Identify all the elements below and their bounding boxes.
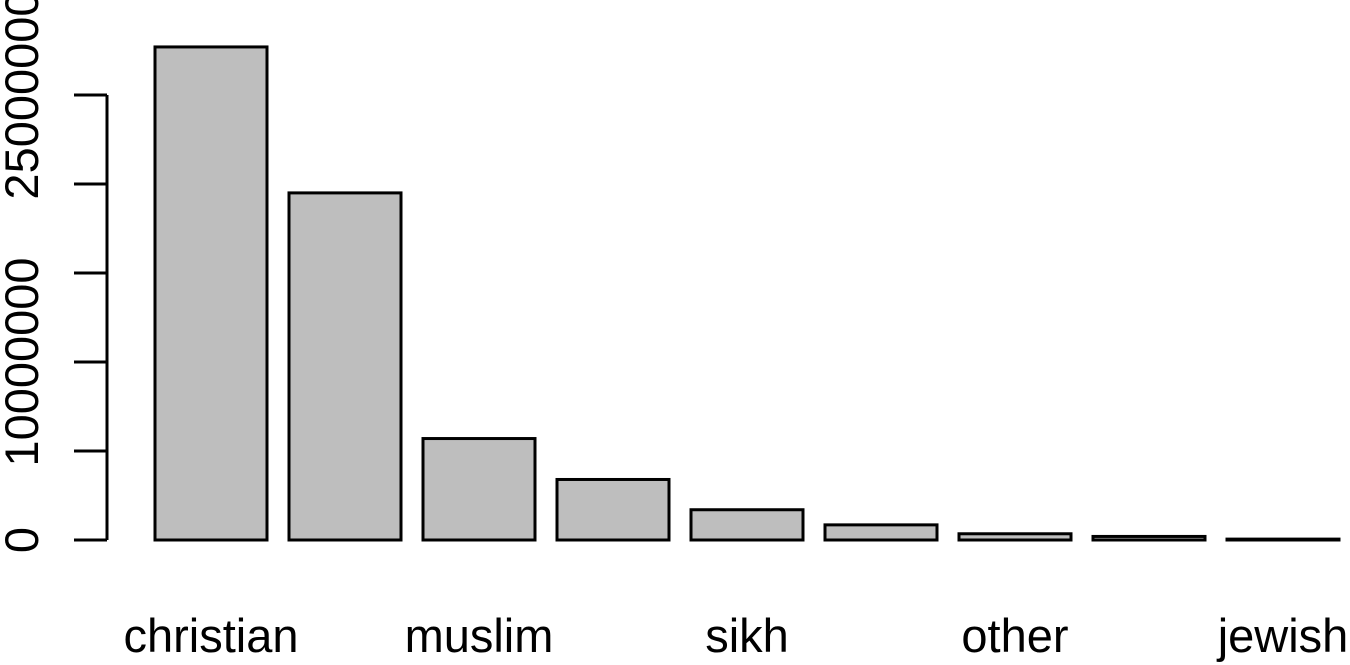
bar-item-6 <box>823 523 939 542</box>
x-tick-label-christian: christian <box>123 609 298 662</box>
bar-christian <box>153 45 269 542</box>
bar-sikh <box>689 508 805 542</box>
y-tick-label: 25000000 <box>0 0 48 200</box>
x-tick-label-other: other <box>961 609 1068 662</box>
bar-item-4 <box>555 477 671 542</box>
bar-item-2 <box>287 191 403 542</box>
y-tick-label: 10000000 <box>0 257 48 466</box>
bar-muslim <box>421 437 537 542</box>
bar-item-8 <box>1091 534 1207 542</box>
bars-layer <box>153 45 1341 542</box>
x-tick-label-jewish: jewish <box>1216 609 1349 662</box>
bar-other <box>957 532 1073 542</box>
y-axis: 0 10000000 25000000 <box>0 0 109 553</box>
x-tick-label-muslim: muslim <box>405 609 554 662</box>
y-tick-label: 0 <box>0 527 48 553</box>
x-tick-label-sikh: sikh <box>705 609 789 662</box>
bar-jewish <box>1225 537 1341 542</box>
x-axis-labels: christian muslim sikh other jewish <box>123 609 1348 662</box>
